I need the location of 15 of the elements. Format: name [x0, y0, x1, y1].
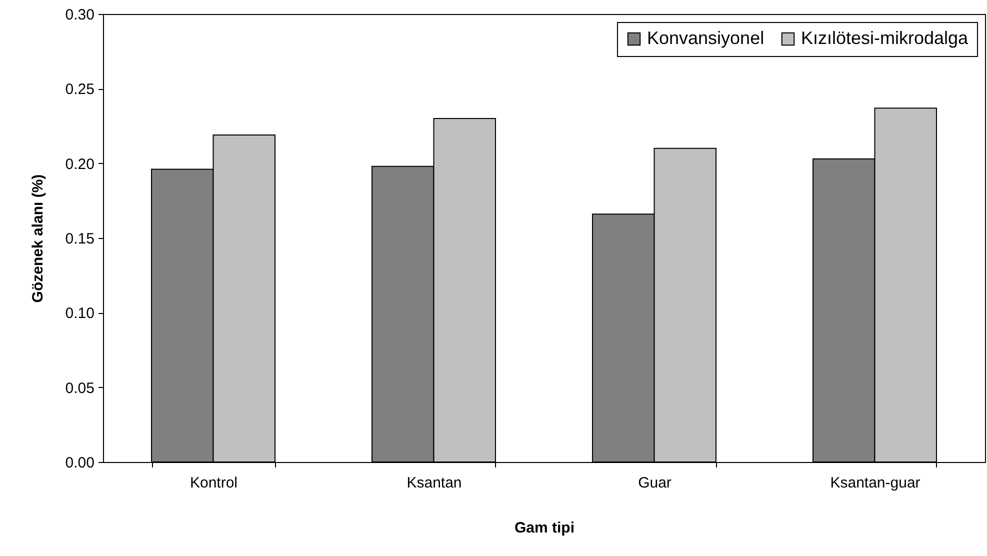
x-tick-label: Kontrol — [190, 474, 238, 492]
y-tick-label: 0.10 — [65, 305, 94, 322]
y-tick-label: 0.05 — [65, 380, 94, 397]
y-tick-label: 0.15 — [65, 230, 94, 248]
legend-label: Kızılötesi-mikrodalga — [801, 28, 970, 48]
x-axis-title: Gam tipi — [514, 520, 575, 536]
x-tick-label: Ksantan-guar — [830, 474, 920, 492]
y-tick-label: 0.25 — [65, 81, 94, 98]
y-tick-label: 0.00 — [65, 454, 94, 472]
x-tick-label: Guar — [638, 474, 672, 492]
x-tick-label: Ksantan — [406, 474, 462, 492]
y-tick-label: 0.20 — [65, 156, 94, 173]
y-tick-label: 0.30 — [65, 6, 94, 24]
legend-label: Konvansiyonel — [647, 28, 764, 48]
y-axis-title: Gözenek alanı (%) — [29, 174, 46, 303]
